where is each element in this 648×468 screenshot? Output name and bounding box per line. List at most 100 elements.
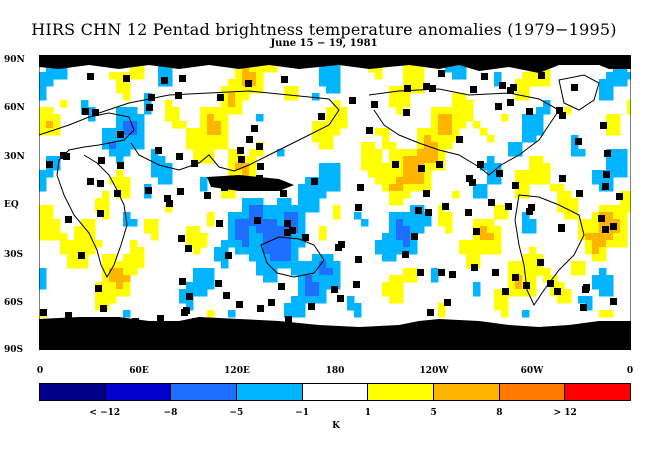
missing-data-cell (284, 220, 291, 227)
anomaly-cell (242, 198, 250, 206)
lat-label: 30S (4, 250, 24, 260)
anomaly-cell (207, 219, 215, 227)
anomaly-cell (67, 240, 75, 248)
anomaly-cell (116, 142, 124, 150)
anomaly-cell (487, 240, 495, 248)
anomaly-cell (298, 261, 306, 269)
anomaly-cell (473, 247, 481, 255)
anomaly-cell (571, 142, 579, 150)
anomaly-cell (522, 212, 530, 220)
anomaly-cell (529, 121, 537, 129)
missing-data-cell (547, 280, 554, 287)
anomaly-cell (326, 282, 334, 290)
anomaly-cell (494, 212, 502, 220)
missing-data-cell (528, 204, 535, 211)
anomaly-cell (214, 247, 222, 255)
anomaly-map-svg (39, 55, 631, 350)
missing-data-cell (402, 251, 409, 258)
anomaly-cell (284, 86, 292, 94)
anomaly-cell (312, 268, 320, 276)
anomaly-cell (333, 163, 341, 171)
anomaly-cell (214, 107, 222, 115)
anomaly-cell (585, 296, 593, 304)
anomaly-cell (613, 240, 621, 248)
anomaly-cell (571, 261, 579, 269)
anomaly-cell (410, 177, 418, 185)
anomaly-cell (410, 247, 418, 255)
missing-data-cell (238, 156, 245, 163)
missing-data-cell (576, 190, 583, 197)
missing-data-cell (192, 318, 199, 325)
anomaly-cell (480, 128, 488, 136)
anomaly-cell (88, 240, 96, 248)
anomaly-cell (235, 247, 243, 255)
anomaly-cell (151, 219, 159, 227)
anomaly-cell (67, 261, 75, 269)
anomaly-cell (214, 254, 222, 262)
anomaly-cell (102, 198, 110, 206)
anomaly-cell (620, 156, 628, 164)
anomaly-cell (417, 128, 425, 136)
anomaly-cell (620, 205, 628, 213)
anomaly-cell (256, 247, 264, 255)
lon-label: 60E (129, 366, 149, 376)
anomaly-cell (438, 212, 446, 220)
anomaly-cell (102, 254, 110, 262)
anomaly-cell (39, 72, 47, 80)
anomaly-cell (39, 226, 47, 234)
anomaly-cell (137, 128, 145, 136)
anomaly-cell (249, 254, 257, 262)
anomaly-cell (123, 114, 131, 122)
anomaly-cell (263, 65, 271, 73)
anomaly-cell (431, 149, 439, 157)
colorbar-unit: K (332, 421, 340, 431)
anomaly-cell (165, 170, 173, 178)
anomaly-cell (256, 149, 264, 157)
missing-data-cell (155, 147, 162, 154)
missing-data-cell (178, 235, 185, 242)
anomaly-cell (613, 121, 621, 129)
anomaly-cell (291, 212, 299, 220)
anomaly-cell (599, 170, 607, 178)
anomaly-cell (130, 114, 138, 122)
anomaly-cell (53, 163, 61, 171)
anomaly-cell (249, 226, 257, 234)
anomaly-cell (431, 121, 439, 129)
anomaly-cell (473, 282, 481, 290)
anomaly-cell (613, 233, 621, 241)
missing-data-cell (495, 103, 502, 110)
anomaly-cell (214, 142, 222, 150)
anomaly-cell (249, 233, 257, 241)
anomaly-cell (298, 240, 306, 248)
anomaly-cell (599, 289, 607, 297)
lon-label: 60W (520, 366, 544, 376)
anomaly-cell (375, 177, 383, 185)
anomaly-cell (438, 142, 446, 150)
anomaly-cell (480, 184, 488, 192)
anomaly-cell (522, 79, 530, 87)
missing-data-cell (355, 204, 362, 211)
anomaly-cell (431, 142, 439, 150)
anomaly-cell (606, 93, 614, 101)
anomaly-cell (116, 149, 124, 157)
missing-data-cell (176, 153, 183, 160)
anomaly-cell (88, 247, 96, 255)
anomaly-cell (354, 310, 362, 318)
anomaly-cell (445, 114, 453, 122)
missing-data-cell (429, 85, 436, 92)
anomaly-cell (403, 247, 411, 255)
anomaly-cell (123, 289, 131, 297)
anomaly-cell (403, 219, 411, 227)
anomaly-cell (116, 114, 124, 122)
anomaly-cell (186, 233, 194, 241)
anomaly-cell (207, 282, 215, 290)
anomaly-cell (599, 219, 607, 227)
anomaly-cell (95, 289, 103, 297)
anomaly-cell (221, 86, 229, 94)
anomaly-cell (515, 177, 523, 185)
anomaly-cell (319, 142, 327, 150)
anomaly-cell (298, 226, 306, 234)
anomaly-cell (95, 198, 103, 206)
anomaly-cell (144, 226, 152, 234)
anomaly-cell (438, 310, 446, 318)
